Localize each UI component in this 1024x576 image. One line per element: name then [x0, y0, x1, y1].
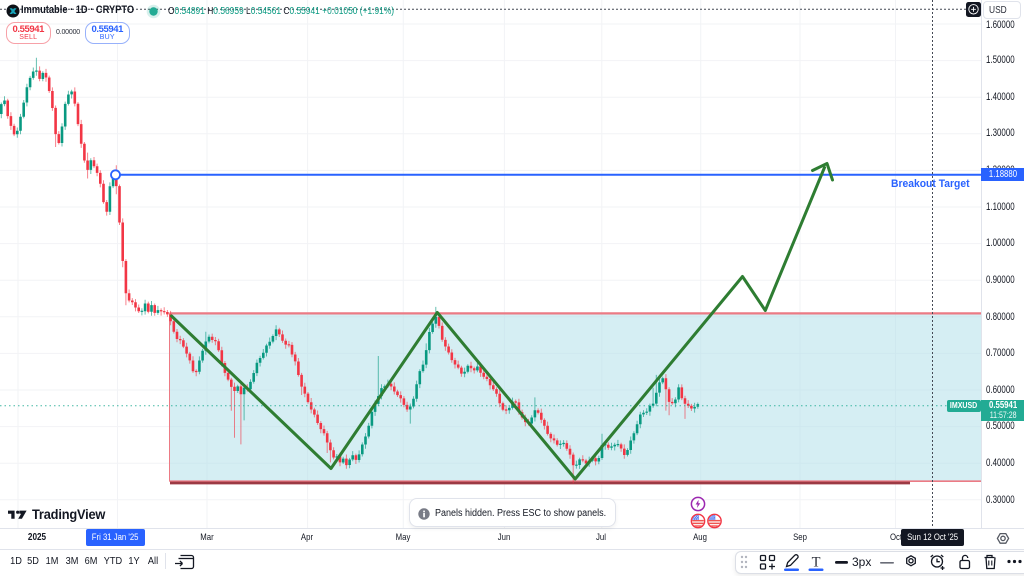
svg-text:3px: 3px	[852, 555, 871, 569]
svg-text:T: T	[812, 555, 821, 571]
